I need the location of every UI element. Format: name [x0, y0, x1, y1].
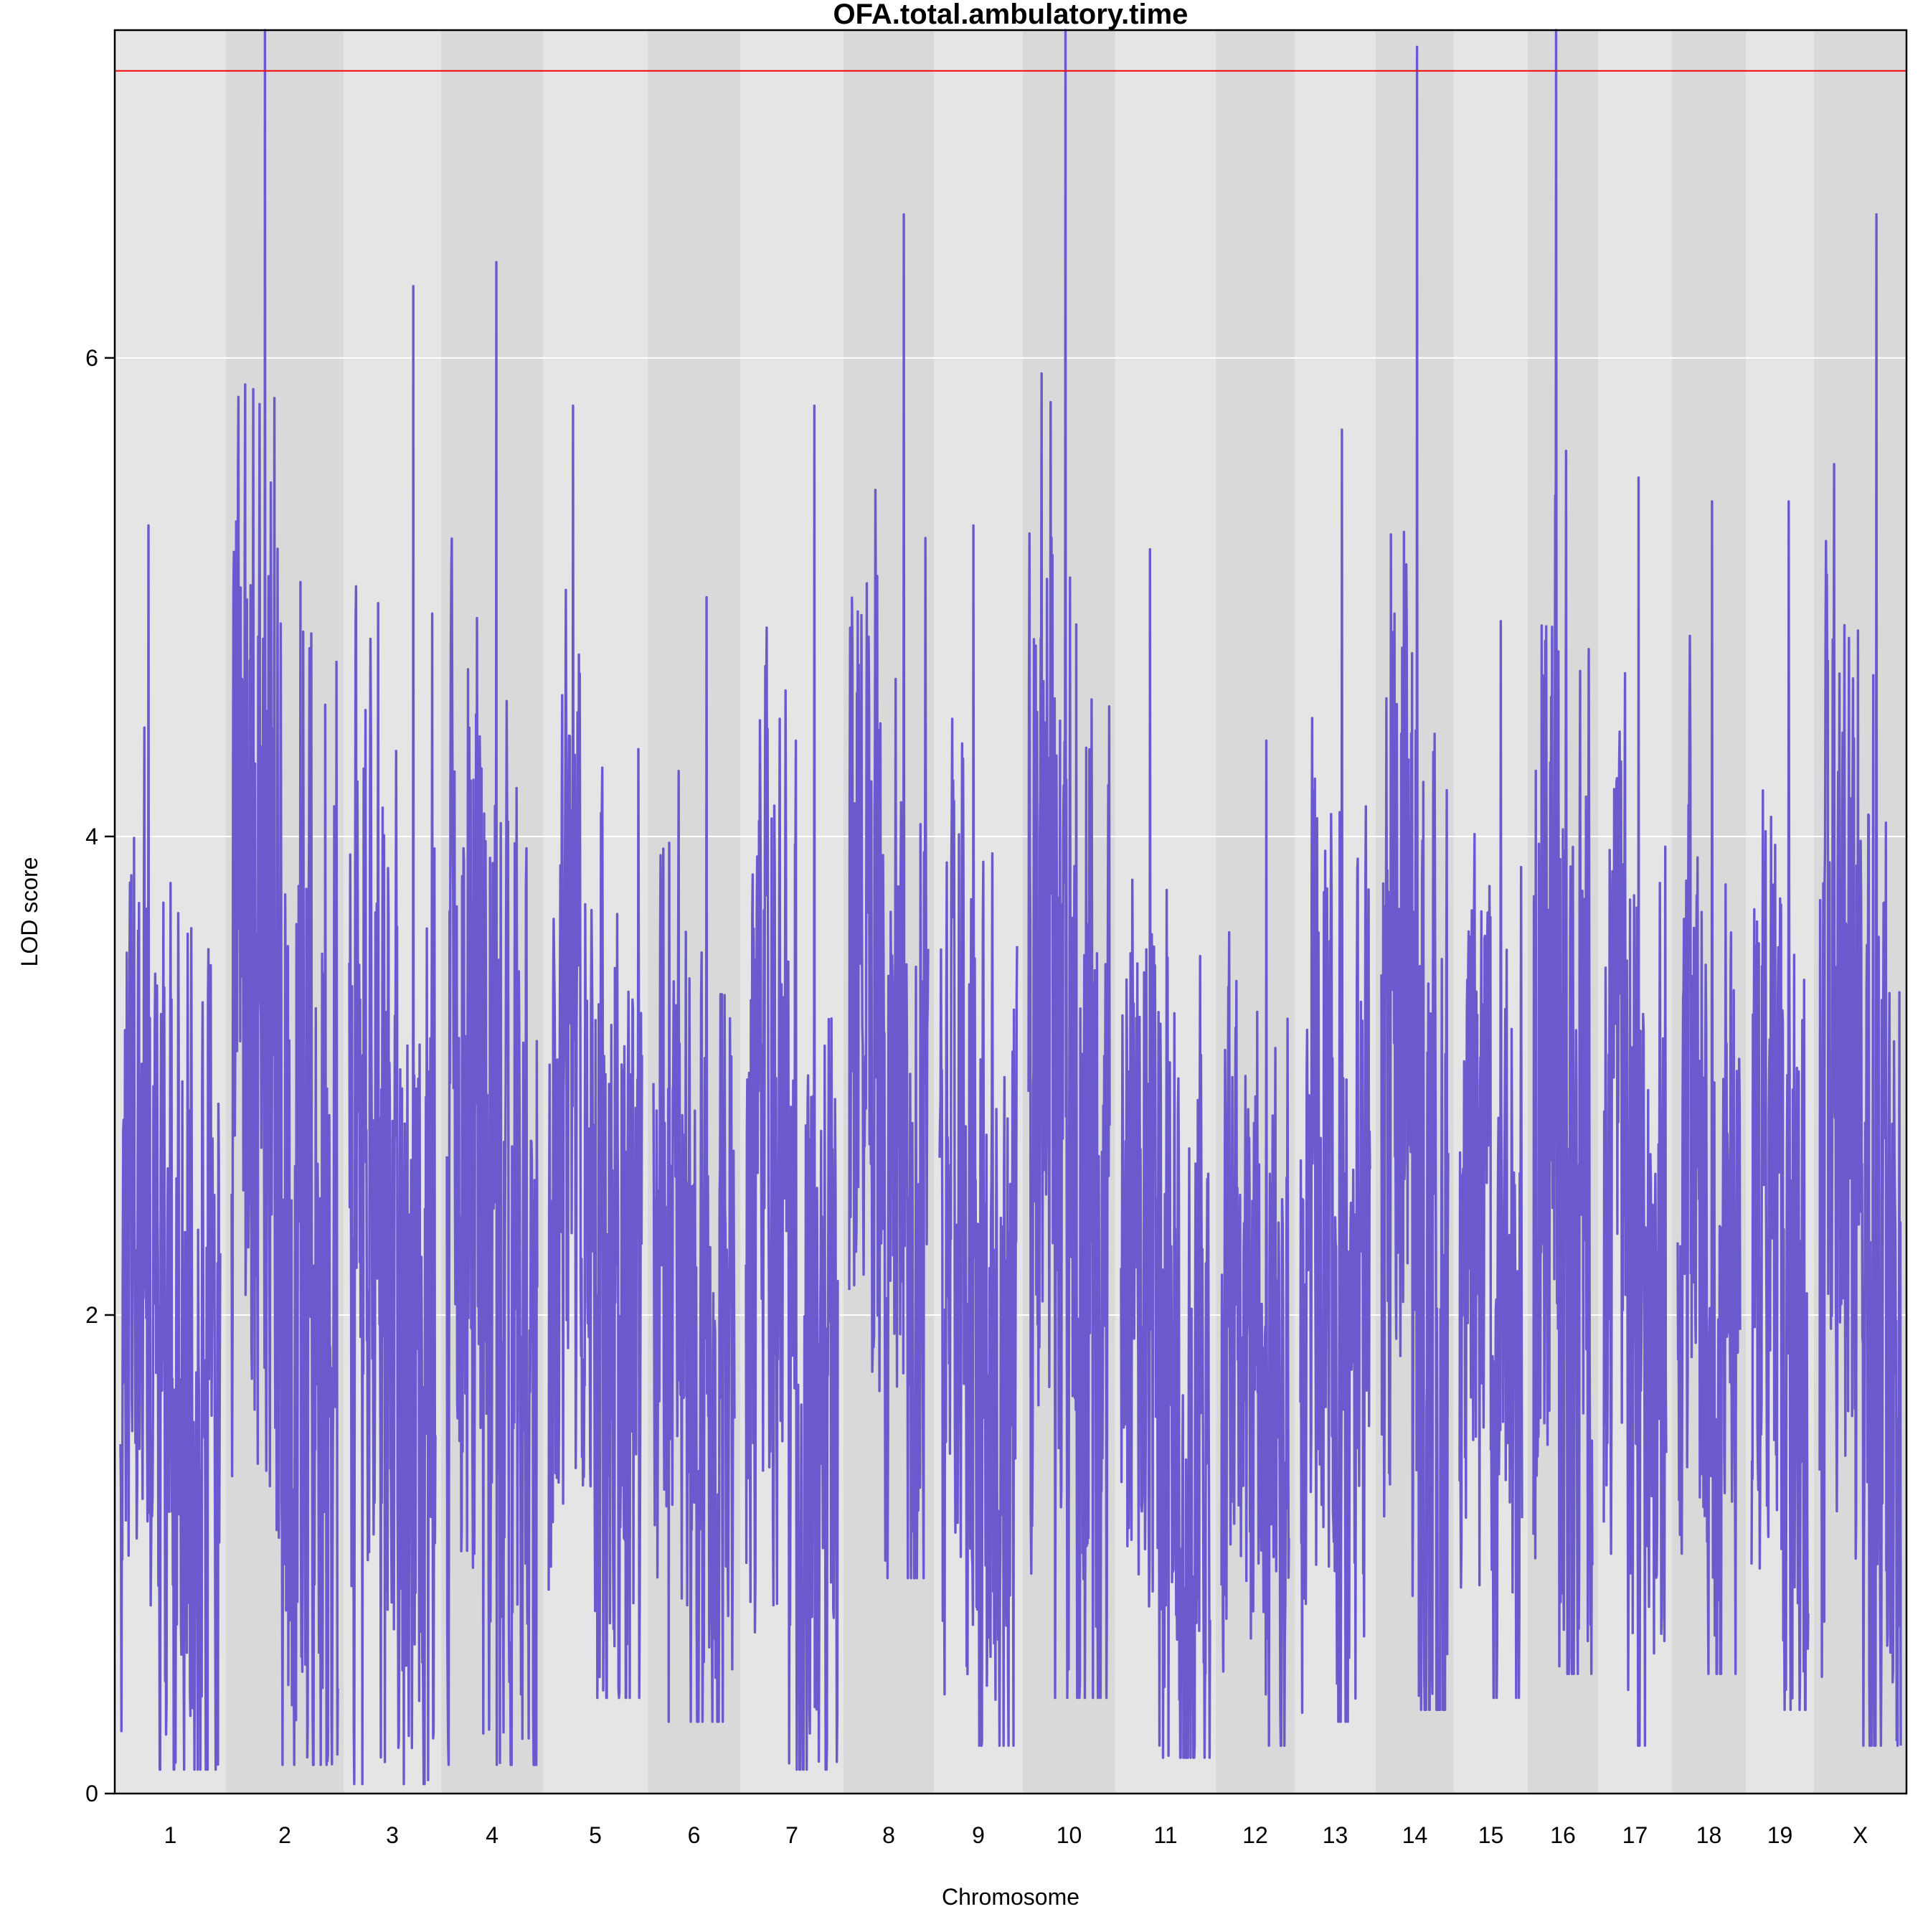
lod-trace-chr-19 — [1750, 500, 1810, 1711]
lod-trace-chr-X — [1818, 213, 1902, 1747]
lod-trace-chr-9 — [938, 524, 1019, 1747]
x-tick-label: 4 — [486, 1822, 498, 1848]
x-tick-label: 19 — [1767, 1822, 1793, 1848]
lod-trace-chr-3 — [348, 285, 437, 1786]
x-tick-label: 15 — [1478, 1822, 1504, 1848]
lod-trace-chr-11 — [1120, 548, 1211, 1759]
x-tick-label: 11 — [1153, 1822, 1177, 1848]
chart-title: OFA.total.ambulatory.time — [833, 0, 1189, 30]
y-tick-label: 6 — [85, 345, 98, 371]
lod-trace-chr-18 — [1676, 500, 1742, 1675]
x-tick-label: 7 — [785, 1822, 798, 1848]
x-tick-label: 9 — [972, 1822, 985, 1848]
x-tick-label: X — [1853, 1822, 1868, 1848]
y-axis-title: LOD score — [16, 857, 42, 967]
lod-trace-chr-12 — [1220, 739, 1290, 1747]
x-tick-label: 8 — [882, 1822, 895, 1848]
lod-trace-chr-16 — [1532, 29, 1594, 1675]
x-tick-label: 17 — [1622, 1822, 1648, 1848]
x-tick-label: 14 — [1402, 1822, 1428, 1848]
x-tick-label: 12 — [1242, 1822, 1268, 1848]
lod-trace-chr-10 — [1027, 29, 1111, 1700]
lod-trace-chr-7 — [745, 404, 839, 1771]
x-tick-label: 13 — [1323, 1822, 1348, 1848]
x-axis-title: Chromosome — [942, 1884, 1079, 1910]
x-tick-label: 18 — [1696, 1822, 1722, 1848]
lod-trace-chr-17 — [1602, 476, 1668, 1747]
x-tick-label: 1 — [164, 1822, 177, 1848]
lod-trace-chr-14 — [1380, 45, 1450, 1711]
lod-trace-chr-13 — [1299, 428, 1371, 1723]
lod-trace-chr-2 — [230, 29, 339, 1766]
lod-trace-chr-15 — [1458, 620, 1523, 1700]
x-tick-label: 10 — [1057, 1822, 1082, 1848]
lod-trace-chr-4 — [445, 260, 539, 1766]
lod-series — [119, 29, 1902, 1786]
y-tick-label: 0 — [85, 1781, 98, 1806]
lod-trace-chr-6 — [652, 595, 736, 1723]
x-tick-label: 3 — [386, 1822, 399, 1848]
y-axis-ticks: 0 2 4 6 — [85, 345, 115, 1806]
x-tick-label: 2 — [278, 1822, 291, 1848]
plot-frame — [113, 29, 1908, 1795]
x-tick-label: 6 — [688, 1822, 701, 1848]
lod-trace-chr-1 — [119, 524, 222, 1771]
lod-trace-chr-8 — [848, 213, 930, 1580]
y-tick-label: 2 — [85, 1302, 98, 1328]
x-tick-label: 16 — [1550, 1822, 1576, 1848]
x-axis-ticks: 1 2 3 4 5 6 7 8 9 10 11 12 13 14 15 16 17 18 19 X — [164, 1822, 1868, 1848]
x-tick-label: 5 — [589, 1822, 602, 1848]
y-tick-label: 4 — [85, 824, 98, 849]
lod-trace-chr-5 — [547, 404, 643, 1700]
